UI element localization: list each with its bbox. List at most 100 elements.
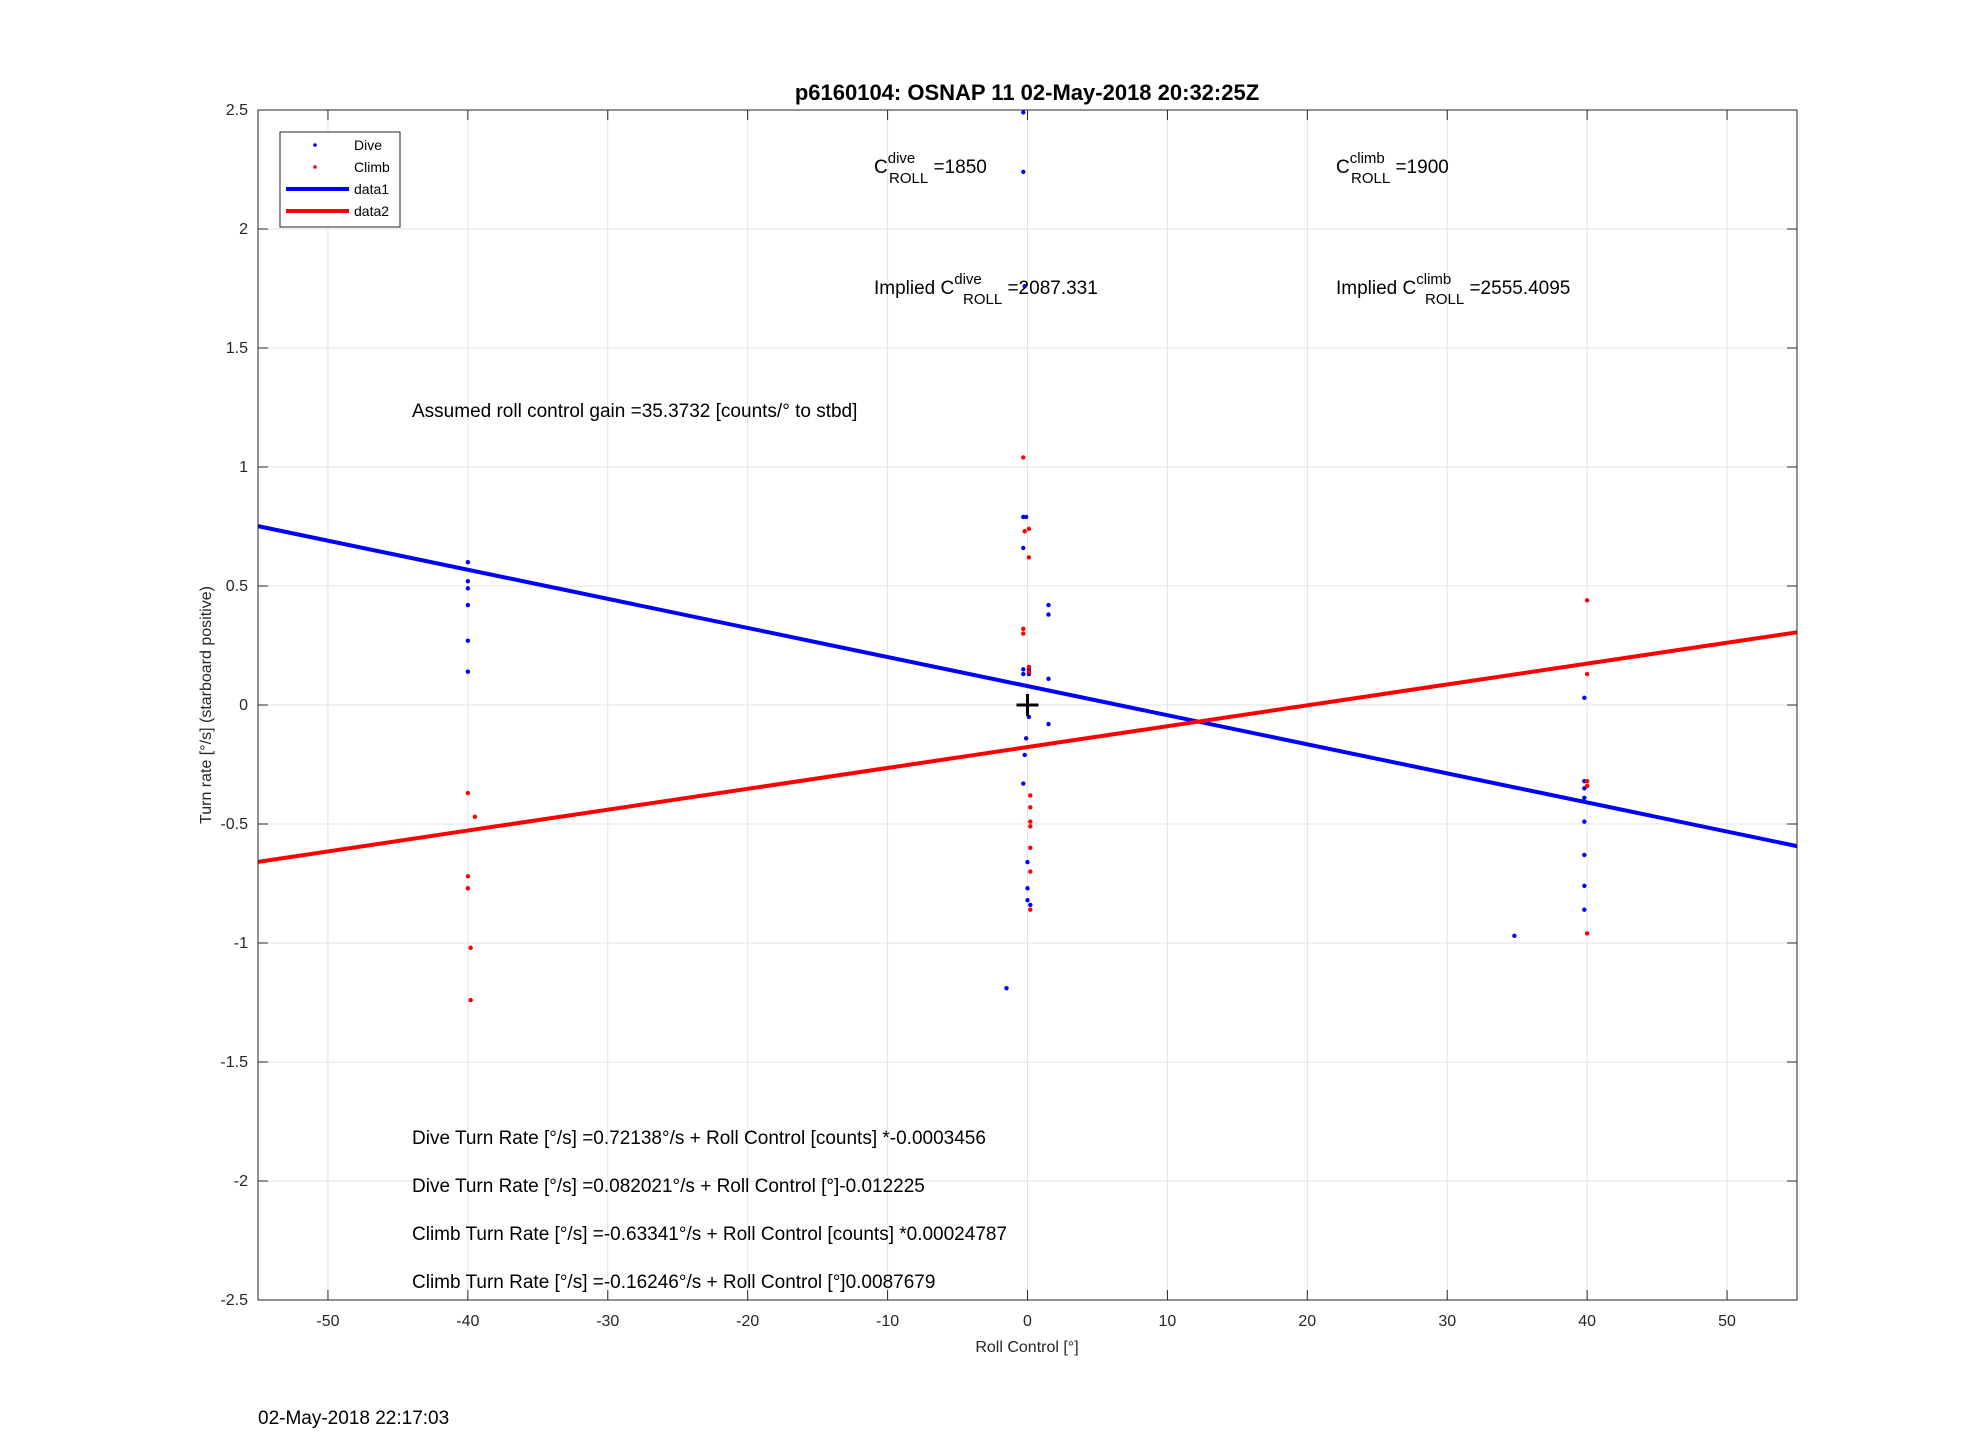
point-dive [1582,852,1587,858]
point-climb [1584,931,1590,936]
implied-climb-superscript: climb [1416,271,1451,288]
y-axis-ticks: -2.5 -2 -1.5 -1 -0.5 0 0.5 1 1.5 2 2.5 [220,102,1797,1309]
point-dive [1582,695,1587,701]
chart-title: p6160104: OSNAP 11 02-May-2018 20:32:25Z [795,80,1259,105]
point-climb [1026,555,1032,560]
y-axis-label: Turn rate [°/s] (starboard positive) [198,586,215,824]
point-climb [468,945,473,950]
point-dive [1022,283,1027,289]
point-dive [465,586,471,591]
point-dive [1021,110,1026,115]
x-tick-label: -30 [596,1313,619,1330]
point-climb [1021,631,1026,636]
legend-climb-marker [313,165,317,169]
x-tick-label: 10 [1159,1313,1177,1330]
c-climb-superscript: climb [1350,150,1385,167]
point-climb [468,997,473,1003]
point-climb [1028,824,1033,829]
x-tick-label: -20 [736,1313,759,1330]
legend-dive-marker [313,143,317,147]
point-climb [1584,671,1590,677]
point-climb [465,874,471,879]
implied-dive-superscript: dive [954,271,982,288]
point-dive [1582,795,1587,801]
point-dive [465,602,471,608]
climb-degrees-equation: Climb Turn Rate [°/s] =-0.16246°/s + Rol… [412,1272,935,1293]
point-climb [1026,526,1032,532]
x-tick-label: 40 [1578,1313,1596,1330]
y-tick-label: 2 [239,221,248,238]
point-dive [465,638,471,643]
x-tick-label: -10 [876,1313,899,1330]
x-tick-label: 20 [1298,1313,1316,1330]
y-tick-label: 1.5 [226,340,248,357]
legend-dive-label: Dive [354,137,382,153]
point-climb [472,814,478,820]
point-dive [1025,897,1030,903]
x-tick-label: 0 [1023,1313,1032,1330]
implied-dive-subscript: ROLL [963,291,1002,308]
fit-lines [257,524,1798,864]
point-climb [465,790,471,796]
point-climb [1026,669,1032,674]
fit-line-data2 [257,630,1798,864]
point-dive [1022,752,1027,758]
c-climb-annotation: Cclimb ROLL =1900 [1336,150,1449,187]
legend-data1-label: data1 [354,181,389,197]
point-dive [1021,671,1026,677]
y-tick-label: -2 [234,1173,248,1190]
y-tick-label: 0.5 [226,578,248,595]
data-points [465,110,1590,1003]
implied-climb-subscript: ROLL [1425,291,1464,308]
point-dive [1582,819,1587,824]
point-climb [1584,598,1590,603]
point-dive [1021,545,1026,551]
y-tick-label: 2.5 [226,102,248,119]
climb-counts-equation: Climb Turn Rate [°/s] =-0.63341°/s + Rol… [412,1224,1007,1245]
point-dive [1582,883,1587,889]
point-climb [1028,845,1033,850]
point-dive [1046,721,1051,727]
x-axis-ticks: -50 -40 -30 -20 -10 0 10 20 30 40 50 [316,110,1736,1330]
point-dive [1046,676,1051,682]
c-dive-subscript: ROLL [889,170,928,187]
point-climb [1028,793,1033,798]
y-tick-label: -0.5 [220,816,248,833]
implied-dive-annotation: Implied Cdive ROLL =2087.331 [874,271,1098,308]
dive-degrees-equation: Dive Turn Rate [°/s] =0.082021°/s + Roll… [412,1176,925,1197]
point-dive [1025,886,1030,891]
point-dive [465,669,471,674]
y-tick-label: 0 [239,697,248,714]
point-dive [1582,907,1587,912]
point-dive [1023,514,1029,520]
dive-counts-equation: Dive Turn Rate [°/s] =0.72138°/s + Roll … [412,1128,986,1149]
point-dive [1021,169,1026,175]
legend: Dive Climb data1 data2 [279,131,401,228]
point-dive [1046,612,1051,617]
legend-climb-label: Climb [354,159,390,175]
x-tick-label: -50 [316,1313,339,1330]
point-climb [1026,664,1032,670]
point-climb [1022,529,1027,534]
point-climb [465,886,471,891]
point-climb [1021,626,1026,632]
point-dive [1046,602,1051,608]
print-timestamp: 02-May-2018 22:17:03 [258,1408,450,1429]
point-climb [1028,819,1033,824]
point-climb [1028,907,1033,912]
point-climb [1584,778,1590,784]
point-dive [465,579,471,584]
point-dive [1512,933,1517,939]
point-climb [1584,783,1590,789]
x-tick-label: 50 [1718,1313,1736,1330]
axes-box [257,109,1798,1301]
y-tick-label: -1.5 [220,1054,248,1071]
point-climb [1021,455,1026,460]
c-climb-subscript: ROLL [1351,170,1390,187]
point-dive [465,560,471,565]
legend-data2-label: data2 [354,203,389,219]
y-tick-label: -1 [234,935,248,952]
point-dive [1004,986,1009,991]
point-climb [1028,869,1033,874]
